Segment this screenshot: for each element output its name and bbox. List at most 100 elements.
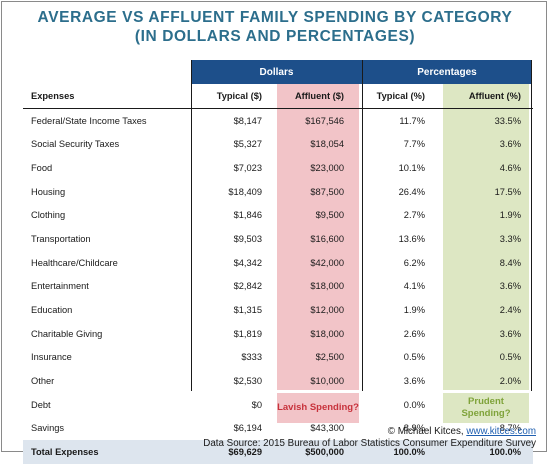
cell-category: Food bbox=[31, 162, 53, 173]
cell-affluent-percent: 3.6% bbox=[499, 328, 521, 339]
table-row: Food $7,023 $23,000 10.1% 4.6% bbox=[23, 156, 533, 180]
cell-typical-percent: 3.6% bbox=[403, 376, 425, 387]
author-credit: © Michael Kitces, www.kitces.com bbox=[388, 426, 536, 437]
cell-affluent-percent: 2.0% bbox=[499, 376, 521, 387]
cell-typical-percent: 0.5% bbox=[403, 352, 425, 363]
cell-affluent-percent: 8.4% bbox=[499, 257, 521, 268]
table-row: Insurance $333 $2,500 0.5% 0.5% bbox=[23, 346, 533, 370]
cell-affluent-dollars: $23,000 bbox=[310, 162, 344, 173]
cell-affluent-dollars: $18,054 bbox=[310, 139, 344, 150]
table-row: Clothing $1,846 $9,500 2.7% 1.9% bbox=[23, 203, 533, 227]
table-row: Housing $18,409 $87,500 26.4% 17.5% bbox=[23, 180, 533, 204]
cell-category: Clothing bbox=[31, 210, 66, 221]
table-row: Entertainment $2,842 $18,000 4.1% 3.6% bbox=[23, 275, 533, 299]
divider-line-right bbox=[531, 60, 532, 391]
cell-typical-percent: 8.9% bbox=[403, 423, 425, 434]
cell-category: Savings bbox=[31, 423, 65, 434]
lavish-spending-text: Lavish Spending? bbox=[277, 402, 359, 413]
table-row: Healthcare/Childcare $4,342 $42,000 6.2% 8.4… bbox=[23, 251, 533, 275]
cell-category: Education bbox=[31, 305, 73, 316]
spending-table: Expenses Typical ($) Affluent ($) Typica… bbox=[23, 84, 533, 464]
cell-typical-dollars: $1,846 bbox=[233, 210, 262, 221]
cell-category: Transportation bbox=[31, 233, 91, 244]
cell-affluent-dollars: $18,000 bbox=[310, 328, 344, 339]
cell-typical-dollars: $8,147 bbox=[233, 115, 262, 126]
cell-affluent-dollars: $167,546 bbox=[305, 115, 344, 126]
cell-category: Debt bbox=[31, 399, 51, 410]
header-affluent-dollars: Affluent ($) bbox=[294, 90, 344, 101]
cell-affluent-dollars: $16,600 bbox=[310, 233, 344, 244]
dollars-group-header: Dollars bbox=[191, 60, 362, 84]
cell-affluent-dollars: $42,000 bbox=[310, 257, 344, 268]
cell-typical-dollars: $6,194 bbox=[233, 423, 262, 434]
title-line-1: AVERAGE VS AFFLUENT FAMILY SPENDING BY C… bbox=[37, 9, 513, 26]
cell-typical-percent: 26.4% bbox=[398, 186, 425, 197]
cell-category: Other bbox=[31, 376, 55, 387]
cell-typical-percent: 6.2% bbox=[403, 257, 425, 268]
cell-typical-percent: 4.1% bbox=[403, 281, 425, 292]
cell-typical-dollars: $2,842 bbox=[233, 281, 262, 292]
affluent-percent-highlight bbox=[443, 84, 529, 390]
table-row: Other $2,530 $10,000 3.6% 2.0% bbox=[23, 369, 533, 393]
cell-affluent-dollars: $18,000 bbox=[310, 281, 344, 292]
page-title: AVERAGE VS AFFLUENT FAMILY SPENDING BY C… bbox=[0, 8, 550, 46]
divider-line-middle bbox=[362, 60, 363, 391]
table-header-row: Expenses Typical ($) Affluent ($) Typica… bbox=[23, 84, 533, 109]
affluent-dollars-highlight bbox=[277, 84, 359, 390]
cell-affluent-dollars: $43,300 bbox=[310, 423, 344, 434]
header-typical-percent: Typical (%) bbox=[376, 90, 425, 101]
cell-typical-percent: 7.7% bbox=[403, 139, 425, 150]
header-typical-dollars: Typical ($) bbox=[216, 90, 262, 101]
cell-typical-percent: 0.0% bbox=[403, 399, 425, 410]
cell-affluent-percent: 2.4% bbox=[499, 305, 521, 316]
cell-affluent-dollars: $12,000 bbox=[310, 305, 344, 316]
total-affluent-percent: 100.0% bbox=[489, 447, 521, 458]
author-name: © Michael Kitces, bbox=[387, 426, 464, 437]
cell-affluent-percent: 4.6% bbox=[499, 162, 521, 173]
table-row: Transportation $9,503 $16,600 13.6% 3.3% bbox=[23, 227, 533, 251]
cell-typical-dollars: $1,315 bbox=[233, 305, 262, 316]
cell-typical-percent: 2.6% bbox=[403, 328, 425, 339]
title-line-2: (IN DOLLARS AND PERCENTAGES) bbox=[134, 28, 416, 45]
total-typical-dollars: $69,629 bbox=[228, 447, 262, 458]
cell-category: Healthcare/Childcare bbox=[31, 257, 118, 268]
prudent-spending-text: Prudent Spending? bbox=[461, 396, 511, 419]
cell-typical-dollars: $1,819 bbox=[233, 328, 262, 339]
cell-affluent-percent: 3.3% bbox=[499, 233, 521, 244]
cell-typical-dollars: $18,409 bbox=[228, 186, 262, 197]
cell-category: Federal/State Income Taxes bbox=[31, 115, 147, 126]
cell-affluent-percent: 3.6% bbox=[499, 281, 521, 292]
cell-category: Charitable Giving bbox=[31, 328, 103, 339]
cell-typical-dollars: $0 bbox=[251, 399, 262, 410]
cell-typical-dollars: $7,023 bbox=[233, 162, 262, 173]
cell-affluent-percent: 33.5% bbox=[494, 115, 521, 126]
cell-affluent-percent: 3.6% bbox=[499, 139, 521, 150]
cell-typical-percent: 2.7% bbox=[403, 210, 425, 221]
cell-affluent-percent: 0.5% bbox=[499, 352, 521, 363]
cell-affluent-dollars: $10,000 bbox=[310, 376, 344, 387]
total-label: Total Expenses bbox=[31, 447, 99, 458]
cell-typical-percent: 1.9% bbox=[403, 305, 425, 316]
total-affluent-dollars: $500,000 bbox=[305, 447, 344, 458]
cell-affluent-dollars: $87,500 bbox=[310, 186, 344, 197]
cell-category: Entertainment bbox=[31, 281, 89, 292]
total-typical-percent: 100.0% bbox=[393, 447, 425, 458]
table-row: Education $1,315 $12,000 1.9% 2.4% bbox=[23, 298, 533, 322]
percentages-group-header: Percentages bbox=[362, 60, 531, 84]
cell-typical-percent: 11.7% bbox=[399, 115, 425, 126]
cell-category: Insurance bbox=[31, 352, 72, 363]
cell-affluent-percent: 1.9% bbox=[499, 210, 521, 221]
divider-line-left bbox=[191, 60, 192, 391]
table-row: Social Security Taxes $5,327 $18,054 7.7% 3.… bbox=[23, 132, 533, 156]
cell-category: Social Security Taxes bbox=[31, 139, 120, 150]
cell-typical-dollars: $4,342 bbox=[233, 257, 262, 268]
data-source: Data Source: 2015 Bureau of Labor Statis… bbox=[203, 438, 536, 449]
website-link[interactable]: www.kitces.com bbox=[466, 426, 536, 437]
table-row: Charitable Giving $1,819 $18,000 2.6% 3.6% bbox=[23, 322, 533, 346]
cell-typical-dollars: $2,530 bbox=[233, 376, 262, 387]
cell-category: Housing bbox=[31, 186, 66, 197]
cell-affluent-percent: 8.7% bbox=[499, 423, 521, 434]
header-affluent-percent: Affluent (%) bbox=[468, 90, 521, 101]
cell-typical-percent: 13.6% bbox=[398, 233, 425, 244]
cell-affluent-percent: 17.5% bbox=[494, 186, 521, 197]
